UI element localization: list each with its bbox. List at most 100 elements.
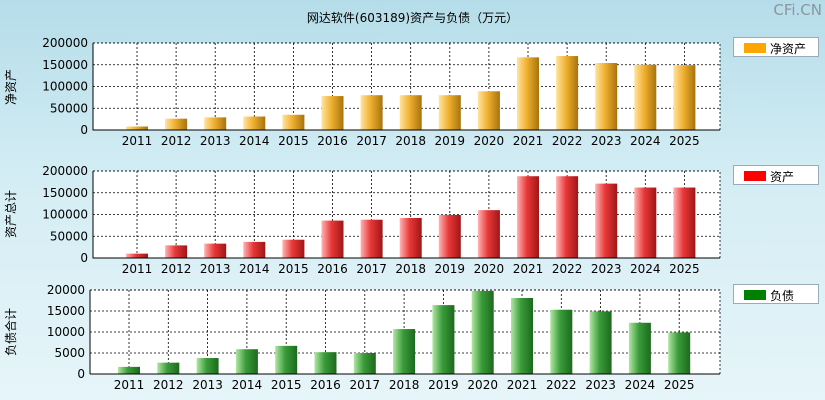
- bar: [165, 245, 188, 258]
- x-tick-label: 2019: [435, 262, 466, 276]
- bar: [477, 210, 500, 258]
- x-tick-label: 2018: [395, 134, 426, 148]
- y-tick-label: 0: [80, 123, 88, 137]
- y-tick-label: 0: [80, 251, 88, 265]
- x-tick-label: 2019: [435, 134, 466, 148]
- legend-liabilities: 负债: [733, 284, 819, 304]
- x-tick-label: 2022: [552, 262, 583, 276]
- chart-title: 网达软件(603189)资产与负债（万元）: [306, 11, 519, 25]
- x-tick-label: 2014: [232, 378, 263, 392]
- bar: [634, 64, 657, 130]
- bar: [438, 214, 461, 258]
- bar: [126, 253, 148, 258]
- bar: [204, 243, 227, 258]
- x-tick-label: 2019: [428, 378, 459, 392]
- x-tick-label: 2025: [664, 378, 695, 392]
- bar: [275, 345, 298, 374]
- x-tick-label: 2023: [591, 262, 622, 276]
- x-tick-label: 2024: [630, 134, 661, 148]
- y-tick-label: 100000: [42, 80, 88, 94]
- x-tick-label: 2023: [591, 134, 622, 148]
- bar: [204, 117, 227, 130]
- y-tick-label: 15000: [47, 304, 85, 318]
- y-axis-label: 负债合计: [3, 308, 18, 356]
- x-tick-label: 2017: [356, 262, 387, 276]
- chart-panel-2: 0 5000 10000 15000 20000 2011 2012 2013 2014 2015…: [3, 283, 721, 392]
- x-tick-label: 2025: [669, 134, 700, 148]
- bar: [628, 322, 651, 374]
- x-tick-label: 2020: [467, 378, 498, 392]
- bar: [314, 352, 337, 374]
- bar: [399, 217, 422, 258]
- y-axis-label: 净资产: [4, 69, 18, 105]
- x-tick-label: 2012: [161, 134, 192, 148]
- x-tick-label: 2011: [122, 134, 153, 148]
- x-tick-label: 2021: [513, 134, 544, 148]
- legend-label: 净资产: [770, 42, 807, 56]
- legend-assets: 资产: [733, 165, 819, 185]
- bar: [235, 349, 258, 374]
- x-tick-label: 2015: [278, 134, 309, 148]
- bar: [477, 91, 500, 130]
- x-tick-label: 2016: [317, 262, 348, 276]
- bar: [432, 305, 455, 374]
- bar: [360, 219, 383, 258]
- x-tick-label: 2017: [350, 378, 381, 392]
- legend-net-assets: 净资产: [733, 37, 819, 57]
- site-logo: CFi.CN: [773, 1, 822, 19]
- x-tick-label: 2024: [625, 378, 656, 392]
- x-tick-label: 2011: [122, 262, 153, 276]
- bar: [556, 56, 579, 130]
- bar: [550, 309, 573, 374]
- bar: [126, 126, 148, 130]
- legend-swatch: [744, 171, 766, 181]
- x-tick-label: 2018: [389, 378, 420, 392]
- bar: [438, 95, 461, 130]
- y-tick-label: 0: [77, 367, 85, 381]
- bar: [282, 114, 305, 130]
- chart-panel-1: 0 50000 100000 150000 200000 2011 2012 2013 2014…: [4, 164, 721, 276]
- x-tick-label: 2023: [585, 378, 616, 392]
- chart-panel-0: 0 50000 100000 150000 200000 2011 2012 2013 2014…: [4, 36, 721, 148]
- y-tick-label: 200000: [42, 164, 88, 178]
- legend-label: 资产: [770, 170, 795, 184]
- bar: [517, 176, 539, 258]
- x-tick-label: 2016: [310, 378, 341, 392]
- bar: [282, 239, 305, 258]
- bar: [517, 57, 539, 131]
- x-tick-label: 2022: [546, 378, 577, 392]
- bar: [673, 65, 696, 130]
- x-tick-label: 2021: [507, 378, 538, 392]
- x-tick-label: 2016: [317, 134, 348, 148]
- y-tick-label: 5000: [54, 346, 85, 360]
- x-tick-label: 2013: [192, 378, 223, 392]
- x-tick-label: 2020: [474, 262, 505, 276]
- y-tick-label: 200000: [42, 36, 88, 50]
- x-tick-label: 2012: [161, 262, 192, 276]
- x-tick-label: 2011: [114, 378, 145, 392]
- legend-swatch: [744, 43, 766, 53]
- x-tick-label: 2015: [278, 262, 309, 276]
- bar: [589, 311, 612, 374]
- x-tick-label: 2024: [630, 262, 661, 276]
- bar: [511, 297, 533, 374]
- bar: [673, 187, 696, 258]
- y-tick-label: 100000: [42, 208, 88, 222]
- y-tick-label: 20000: [47, 283, 85, 297]
- bar: [196, 358, 219, 374]
- bar: [471, 290, 494, 374]
- bar: [556, 176, 579, 258]
- legend-label: 负债: [770, 289, 795, 303]
- bar: [321, 96, 344, 130]
- bar: [360, 95, 383, 130]
- y-tick-label: 10000: [47, 325, 85, 339]
- bar: [165, 118, 188, 130]
- x-tick-label: 2020: [474, 134, 505, 148]
- x-tick-label: 2013: [200, 134, 231, 148]
- x-tick-label: 2022: [552, 134, 583, 148]
- x-tick-label: 2018: [395, 262, 426, 276]
- bar: [118, 366, 140, 374]
- bar: [353, 353, 376, 374]
- bar: [157, 362, 180, 374]
